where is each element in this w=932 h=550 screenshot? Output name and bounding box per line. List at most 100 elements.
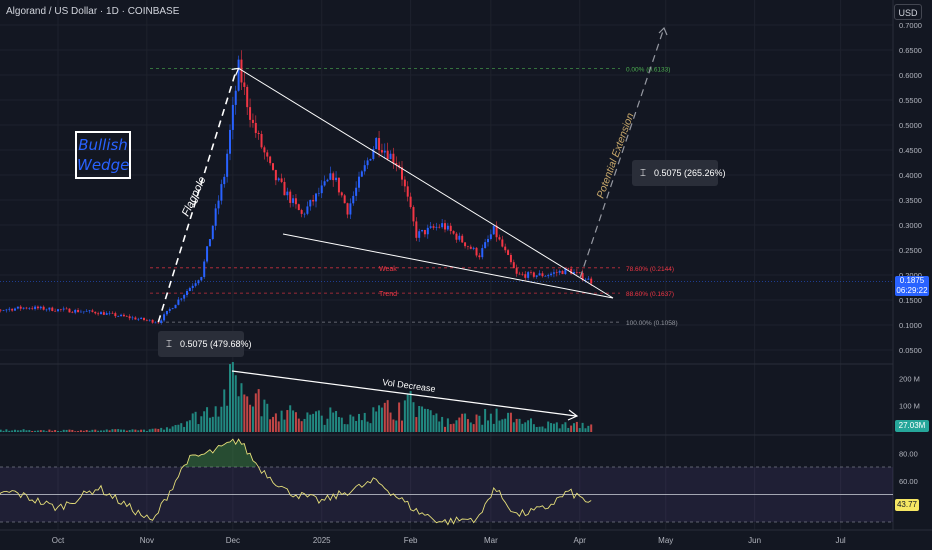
candle-body — [466, 246, 469, 247]
candle-body — [217, 200, 220, 209]
volume-bar — [151, 428, 154, 432]
candle-body — [435, 226, 438, 228]
candle-body — [214, 208, 217, 226]
volume-bar — [455, 420, 458, 432]
candle-body — [461, 235, 464, 243]
candle-body — [263, 147, 266, 153]
time-tick-label: May — [658, 536, 673, 545]
candle-body — [71, 312, 74, 313]
volume-bar — [495, 408, 498, 432]
candle-body — [260, 134, 263, 148]
volume-bar — [226, 405, 229, 432]
candle-body — [472, 247, 475, 249]
volume-bar — [125, 430, 128, 432]
candle-body — [547, 275, 550, 277]
volume-bar — [518, 418, 521, 432]
candle-body — [469, 246, 472, 249]
candle-body — [326, 179, 329, 182]
candle-body — [535, 275, 538, 277]
candle-body — [532, 272, 535, 277]
volume-bar — [77, 431, 80, 432]
volume-bar — [421, 406, 424, 432]
volume-bar — [300, 421, 303, 432]
candle-body — [5, 309, 8, 311]
candle-body — [188, 288, 191, 292]
potential-extension-line — [579, 27, 665, 279]
vol-decrease-arrow — [567, 409, 579, 421]
candle-body — [105, 313, 108, 315]
volume-bar — [214, 406, 217, 432]
volume-bar — [512, 422, 515, 432]
time-tick-label: Jun — [748, 536, 761, 545]
candle-body — [481, 248, 484, 258]
volume-bar — [544, 428, 547, 432]
candle-body — [186, 291, 188, 296]
candle-body — [478, 255, 481, 258]
candle-body — [137, 318, 140, 320]
candle-body — [498, 237, 501, 240]
volume-bar — [200, 416, 203, 432]
candle-body — [148, 319, 151, 321]
candle-body — [315, 193, 317, 202]
volume-bar — [57, 430, 59, 432]
measure-left[interactable]: ⌶ 0.5075 (479.68%) — [158, 331, 252, 357]
candle-body — [243, 82, 246, 87]
fib-label-fib_0: 0.00% (0.6133) — [626, 66, 670, 73]
volume-bar — [197, 424, 200, 432]
volume-bar — [538, 426, 541, 432]
volume-bar — [487, 420, 489, 432]
volume-bar — [535, 426, 538, 432]
candle-body — [530, 272, 532, 273]
candle-body — [418, 231, 421, 238]
volume-bar — [71, 429, 74, 432]
candle-body — [495, 225, 498, 238]
candle-body — [2, 310, 5, 311]
rsi-panel — [0, 438, 893, 526]
candle-body — [515, 268, 518, 274]
volume-bar — [79, 430, 82, 432]
time-tick-label: Apr — [574, 536, 587, 545]
candle-body — [590, 278, 593, 284]
volume-bar — [194, 411, 197, 432]
volume-bar — [145, 430, 148, 432]
volume-bar — [88, 430, 91, 432]
volume-bar — [329, 407, 332, 432]
candle-body — [114, 313, 117, 317]
volume-bar — [16, 430, 19, 432]
volume-bar — [65, 429, 68, 432]
volume-bar — [372, 407, 375, 432]
volume-bar — [263, 399, 266, 432]
volume-bar — [369, 423, 372, 432]
candle-body — [383, 150, 386, 153]
price-tick-label: 0.0500 — [899, 346, 922, 355]
volume-bar — [272, 416, 274, 432]
volume-bar — [521, 423, 524, 432]
currency-button[interactable]: USD — [894, 4, 922, 20]
candle-body — [504, 246, 507, 251]
candle-body — [14, 308, 16, 311]
candle-body — [183, 295, 186, 299]
candle-body — [426, 227, 429, 235]
rsi-value-tag: 43.77 — [895, 499, 919, 511]
measure-right[interactable]: ⌶ 0.5075 (265.26%) — [632, 160, 726, 186]
volume-bar — [423, 408, 426, 432]
volume-bar — [498, 420, 501, 432]
flagpole-arrow-head — [231, 67, 240, 76]
price-tick-label: 0.4500 — [899, 146, 922, 155]
volume-bar — [303, 418, 306, 432]
candle-body — [294, 198, 297, 205]
current-price: 0.1875 — [899, 276, 925, 285]
candle-body — [412, 207, 415, 222]
candle-body — [369, 159, 372, 161]
potential-extension-arrow — [658, 26, 668, 36]
volume-bar — [446, 418, 449, 432]
volume-bar — [441, 416, 444, 432]
volume-bar — [389, 412, 392, 432]
candle-body — [283, 181, 286, 196]
candle-body — [120, 314, 123, 317]
flagpole-label: Flagpole — [180, 175, 209, 218]
candle-body — [111, 312, 114, 314]
